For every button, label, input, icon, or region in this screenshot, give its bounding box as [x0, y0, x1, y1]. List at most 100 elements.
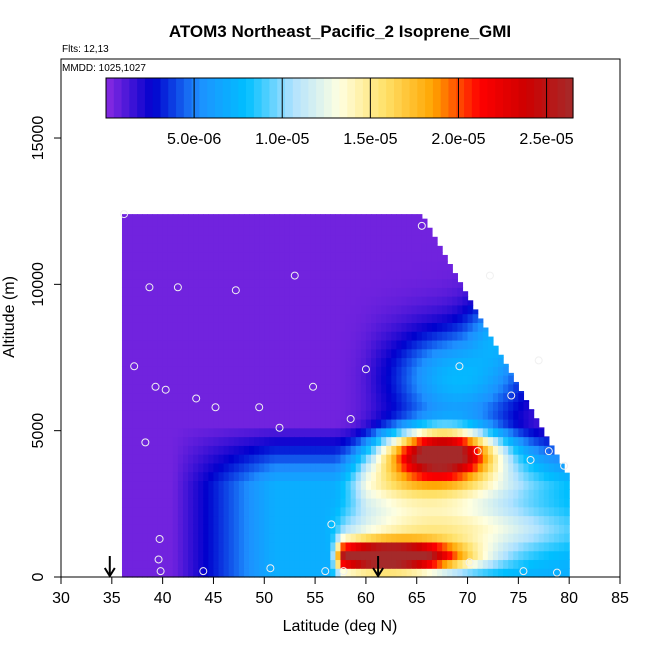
heatmap-cell [457, 533, 464, 543]
heatmap-cell [360, 471, 367, 482]
heatmap-cell [177, 269, 184, 280]
heatmap-cell [462, 322, 469, 332]
heatmap-cell [320, 234, 326, 244]
heatmap-cell [508, 462, 514, 473]
heatmap-cell [243, 375, 250, 385]
heatmap-cell [259, 331, 265, 341]
heatmap-cell [254, 269, 260, 280]
heatmap-cell [228, 559, 235, 569]
heatmap-cell [249, 375, 255, 385]
heatmap-cell [249, 506, 255, 517]
heatmap-cell [172, 392, 179, 403]
heatmap-cell [132, 392, 138, 403]
heatmap-cell [254, 366, 260, 376]
heatmap-cell [228, 234, 235, 244]
heatmap-cell [350, 375, 357, 385]
heatmap-cell [304, 304, 311, 315]
heatmap-cell [254, 243, 260, 253]
heatmap-cell [310, 392, 316, 403]
heatmap-cell [162, 524, 169, 534]
heatmap-cell [376, 296, 382, 306]
heatmap-cell [279, 392, 286, 403]
heatmap-cell [345, 287, 352, 297]
heatmap-cell [503, 418, 509, 429]
heatmap-cell [269, 559, 276, 569]
heatmap-cell [147, 533, 154, 543]
heatmap-cell [193, 445, 199, 455]
heatmap-cell [411, 550, 418, 561]
heatmap-cell [310, 296, 316, 306]
heatmap-cell [355, 497, 362, 508]
heatmap-cell [203, 313, 209, 323]
y-axis-label: Altitude (m) [1, 276, 18, 358]
heatmap-cell [325, 252, 331, 262]
heatmap-cell [370, 506, 377, 517]
heatmap-cell [269, 418, 276, 429]
heatmap-cell [238, 559, 245, 569]
heatmap-cell [533, 454, 540, 464]
heatmap-cell [167, 339, 174, 350]
heatmap-cell [264, 217, 270, 227]
heatmap-cell [269, 313, 276, 323]
heatmap-cell [162, 541, 169, 552]
heatmap-cell [228, 287, 235, 297]
heatmap-cell [365, 524, 372, 534]
heatmap-cell [508, 506, 514, 517]
heatmap-cell [269, 541, 276, 552]
heatmap-cell [442, 445, 448, 455]
heatmap-cell [498, 506, 504, 517]
heatmap-cell [528, 454, 535, 464]
heatmap-cell [147, 506, 154, 517]
heatmap-cell [172, 383, 179, 394]
heatmap-cell [548, 462, 555, 473]
heatmap-cell [203, 217, 209, 227]
heatmap-cell [472, 339, 479, 350]
heatmap-cell [279, 366, 286, 376]
heatmap-cell [350, 541, 357, 552]
heatmap-cell [381, 445, 387, 455]
heatmap-cell [233, 533, 240, 543]
heatmap-cell [548, 550, 555, 561]
heatmap-cell [487, 480, 494, 490]
heatmap-cell [391, 497, 397, 508]
heatmap-cell [492, 427, 499, 438]
heatmap-cell [167, 243, 174, 253]
heatmap-cell [553, 550, 560, 561]
heatmap-cell [523, 541, 530, 552]
heatmap-cell [411, 234, 418, 244]
heatmap-cell [437, 313, 443, 323]
heatmap-cell [254, 296, 260, 306]
heatmap-cell [406, 225, 413, 236]
heatmap-cell [411, 225, 418, 236]
heatmap-cell [228, 436, 235, 446]
heatmap-cell [508, 454, 514, 464]
heatmap-cell [482, 559, 489, 569]
heatmap-cell [218, 533, 225, 543]
y-tick-label: 0 [30, 572, 47, 581]
heatmap-cell [447, 410, 453, 420]
heatmap-cell [218, 366, 225, 376]
heatmap-cell [147, 269, 154, 280]
heatmap-cell [182, 462, 189, 473]
heatmap-cell [330, 287, 337, 297]
heatmap-cell [152, 445, 159, 455]
flight-point [339, 567, 348, 576]
heatmap-cell [370, 462, 377, 473]
colorbar-swatch [300, 78, 309, 118]
heatmap-cell [431, 506, 438, 517]
heatmap-cell [386, 541, 392, 552]
heatmap-cell [269, 436, 276, 446]
heatmap-cell [198, 489, 204, 499]
heatmap-cell [391, 489, 397, 499]
heatmap-cell [162, 533, 169, 543]
heatmap-cell [391, 331, 397, 341]
heatmap-cell [548, 445, 555, 455]
heatmap-cell [426, 269, 433, 280]
heatmap-cell [548, 533, 555, 543]
heatmap-cell [492, 348, 499, 359]
heatmap-cell [386, 269, 392, 280]
heatmap-cell [370, 331, 377, 341]
heatmap-cell [335, 524, 342, 534]
heatmap-cell [477, 489, 484, 499]
heatmap-cell [381, 418, 387, 429]
